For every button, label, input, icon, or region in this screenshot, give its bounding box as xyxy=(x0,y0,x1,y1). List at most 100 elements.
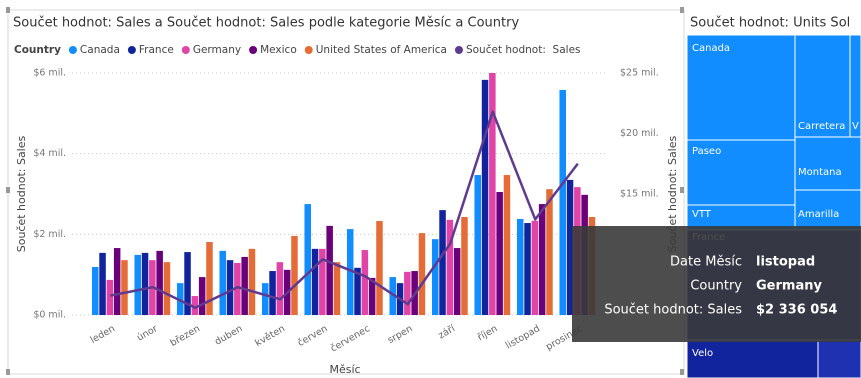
resize-handle[interactable] xyxy=(680,369,684,375)
bar xyxy=(496,191,503,315)
bar xyxy=(106,279,114,315)
line xyxy=(110,110,579,309)
bar xyxy=(431,239,439,315)
legend-entry: Mexico xyxy=(260,44,297,56)
resize-handle[interactable] xyxy=(680,187,684,193)
bar xyxy=(461,216,468,315)
bar xyxy=(141,252,149,315)
tooltip-key: Součet hodnot: Sales xyxy=(604,303,742,318)
treemap-tile xyxy=(794,189,861,231)
bar xyxy=(184,252,191,315)
bar xyxy=(319,248,326,315)
legend-entry: United States of America xyxy=(316,44,447,56)
bar xyxy=(206,241,213,315)
bar xyxy=(261,283,269,315)
bar xyxy=(538,204,546,315)
y-tick-label: $4 mil. xyxy=(33,148,66,159)
legend-entry: France xyxy=(139,44,174,56)
bar xyxy=(446,219,454,315)
treemap-label: Carretera xyxy=(798,121,845,132)
bar xyxy=(113,248,121,315)
bar xyxy=(559,89,566,315)
bar xyxy=(226,260,234,315)
y-tick-label: $6 mil. xyxy=(33,68,66,79)
bar xyxy=(91,267,99,315)
tooltip-value: Germany xyxy=(756,279,822,294)
bar xyxy=(531,220,539,315)
bar xyxy=(489,73,496,315)
bar xyxy=(156,250,163,315)
chart-title: Součet hodnot: Units Sol xyxy=(690,16,850,31)
bar xyxy=(474,175,481,315)
y2-tick-label: $20 mil. xyxy=(620,128,659,139)
legend-marker xyxy=(127,46,136,54)
bar xyxy=(361,250,369,315)
treemap-tile xyxy=(817,339,861,378)
resize-handle[interactable] xyxy=(6,187,10,193)
bar xyxy=(198,277,206,315)
bar xyxy=(241,256,248,315)
y-tick-label: $0 mil. xyxy=(33,310,66,321)
y2-axis-title: Součet hodnot: Sales xyxy=(666,135,679,252)
bar xyxy=(326,225,333,315)
tooltip-value: $2 336 054 xyxy=(756,303,837,318)
bar xyxy=(219,250,226,315)
y2-tick-label: $25 mil. xyxy=(620,68,659,79)
treemap-label: VTT xyxy=(692,209,712,220)
bar xyxy=(546,189,553,315)
x-axis-title: Měsíc xyxy=(329,363,360,376)
legend-marker xyxy=(249,46,258,54)
resize-handle[interactable] xyxy=(6,369,10,375)
treemap-tile xyxy=(794,136,861,191)
tooltip-key: Country xyxy=(690,279,742,294)
legend-entry: Canada xyxy=(80,44,120,56)
y-tick-label: $2 mil. xyxy=(33,229,66,240)
resize-handle[interactable] xyxy=(6,7,10,13)
chart-title: Součet hodnot: Sales a Součet hodnot: Sa… xyxy=(13,16,519,31)
tooltip-key: Date Měsíc xyxy=(670,255,742,270)
legend-title: Country xyxy=(14,44,61,56)
legend-marker xyxy=(181,46,190,54)
bar xyxy=(304,204,311,315)
bar xyxy=(276,262,284,315)
treemap-label: Canada xyxy=(692,43,730,54)
treemap-label: Amarilla xyxy=(798,209,839,220)
bar xyxy=(176,283,184,315)
bar xyxy=(354,267,361,315)
treemap-label: Velo xyxy=(692,348,713,359)
legend-entry: Součet hodnot: Sales xyxy=(466,44,581,56)
legend-entry: Germany xyxy=(193,44,241,56)
bar xyxy=(516,219,524,315)
bar xyxy=(191,296,199,315)
bar xyxy=(346,229,354,315)
legend-marker xyxy=(68,46,77,54)
bar xyxy=(121,260,128,315)
treemap-tile xyxy=(686,204,796,231)
tooltip-value: listopad xyxy=(756,255,815,270)
bar xyxy=(333,262,341,315)
y-axis-title: Součet hodnot: Sales xyxy=(15,135,28,252)
treemap-label: V xyxy=(852,121,859,132)
bar xyxy=(269,271,276,315)
bar xyxy=(99,252,106,315)
tooltip: Date Měsíc listopad Country Germany Souč… xyxy=(572,226,861,342)
treemap-tile xyxy=(686,339,819,378)
bar xyxy=(418,233,426,315)
y2-tick-label: $15 mil. xyxy=(620,189,659,200)
legend-marker xyxy=(454,46,463,54)
bar xyxy=(503,175,511,315)
bar xyxy=(439,210,446,315)
bar xyxy=(134,254,141,315)
bar xyxy=(311,248,319,315)
bar xyxy=(291,235,298,315)
resize-handle[interactable] xyxy=(680,7,684,13)
bar xyxy=(234,262,241,315)
legend-marker xyxy=(304,46,313,54)
bar xyxy=(163,262,171,315)
bar xyxy=(404,271,411,315)
bar xyxy=(376,221,383,315)
bar xyxy=(389,277,396,315)
bar xyxy=(248,248,256,315)
bar xyxy=(453,248,461,315)
